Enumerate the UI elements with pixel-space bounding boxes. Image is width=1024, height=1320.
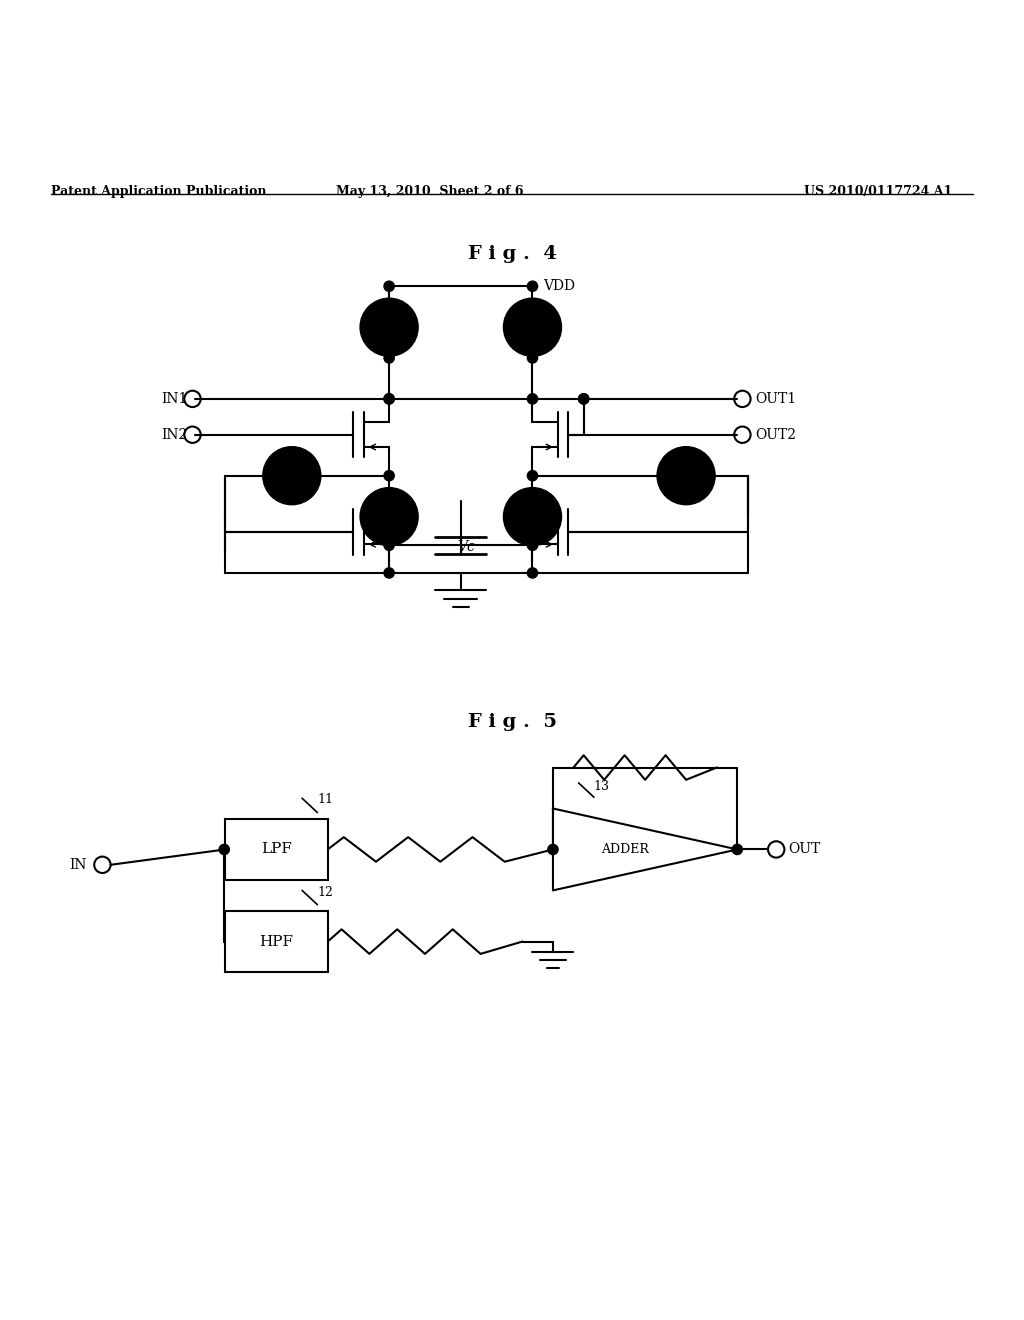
Circle shape (384, 281, 394, 292)
Text: 13: 13 (594, 780, 610, 793)
Text: 12: 12 (317, 886, 334, 899)
Circle shape (384, 352, 394, 363)
Polygon shape (553, 808, 737, 891)
FancyBboxPatch shape (225, 911, 328, 973)
Text: IN2: IN2 (161, 428, 187, 442)
Circle shape (384, 393, 394, 404)
FancyBboxPatch shape (225, 818, 328, 880)
Circle shape (384, 470, 394, 480)
Circle shape (384, 568, 394, 578)
Text: May 13, 2010  Sheet 2 of 6: May 13, 2010 Sheet 2 of 6 (336, 185, 524, 198)
Text: Vc: Vc (457, 540, 475, 554)
Text: +: + (681, 466, 691, 479)
Circle shape (263, 447, 321, 504)
Text: OUT2: OUT2 (756, 428, 797, 442)
Text: LPF: LPF (261, 842, 292, 857)
Circle shape (527, 470, 538, 480)
Circle shape (527, 281, 538, 292)
Text: IN: IN (70, 858, 87, 871)
Circle shape (579, 393, 589, 404)
Circle shape (504, 298, 561, 356)
Text: Patent Application Publication: Patent Application Publication (51, 185, 266, 198)
Text: ADDER: ADDER (601, 843, 648, 855)
Text: +: + (287, 466, 297, 479)
Circle shape (732, 845, 742, 854)
Circle shape (527, 352, 538, 363)
Circle shape (504, 488, 561, 545)
Text: −: − (287, 478, 297, 491)
Circle shape (548, 845, 558, 854)
Text: 11: 11 (317, 793, 334, 807)
Circle shape (527, 393, 538, 404)
Text: OUT: OUT (788, 842, 820, 857)
Circle shape (384, 393, 394, 404)
Text: IN1: IN1 (161, 392, 187, 405)
Circle shape (360, 488, 418, 545)
Circle shape (527, 568, 538, 578)
Text: −: − (681, 478, 691, 491)
Text: OUT1: OUT1 (756, 392, 797, 405)
Circle shape (360, 298, 418, 356)
Text: F i g .  4: F i g . 4 (468, 246, 556, 263)
Text: US 2010/0117724 A1: US 2010/0117724 A1 (804, 185, 952, 198)
Text: VDD: VDD (543, 280, 574, 293)
Circle shape (219, 845, 229, 854)
Circle shape (579, 393, 589, 404)
Circle shape (657, 447, 715, 504)
Text: F i g .  5: F i g . 5 (468, 713, 556, 731)
Circle shape (384, 540, 394, 550)
Circle shape (527, 540, 538, 550)
Text: HPF: HPF (259, 935, 294, 949)
